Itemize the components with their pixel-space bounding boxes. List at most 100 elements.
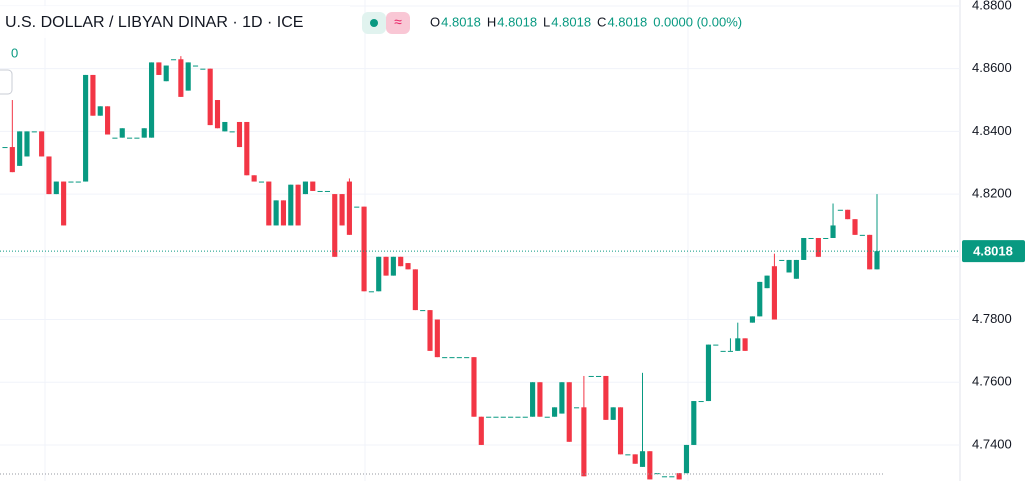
candle-body: [720, 350, 726, 352]
candle-body: [361, 206, 367, 292]
candle-body: [713, 344, 719, 346]
candle-body: [830, 225, 836, 238]
candle-body: [434, 319, 440, 358]
candle-body: [559, 382, 565, 414]
candle-body: [346, 181, 352, 235]
candle-body: [691, 401, 697, 445]
y-tick-label: 4.7800: [972, 311, 1012, 326]
candle-body: [698, 401, 704, 403]
candle-body: [200, 68, 206, 70]
candle-body: [251, 175, 257, 182]
candle-body: [46, 156, 52, 195]
candle-body: [332, 194, 338, 257]
legend-value: 4.8018: [441, 14, 481, 29]
candle-body: [83, 74, 89, 182]
candle-body: [735, 338, 741, 351]
candle-body: [105, 106, 111, 135]
candle-body: [324, 190, 330, 192]
y-tick-label: 4.8800: [972, 0, 1012, 12]
plot: [0, 56, 960, 480]
candle-body: [31, 131, 37, 133]
candle-body: [383, 256, 389, 276]
candle-body: [53, 181, 59, 195]
header: U.S. DOLLAR / LIBYAN DINAR · 1D · ICE ≈ …: [0, 6, 410, 60]
candle-body: [214, 100, 221, 129]
candle-body: [617, 407, 624, 455]
last-price-tag: [962, 240, 1025, 263]
candle-body: [749, 316, 755, 323]
candle-body: [478, 416, 484, 445]
candle-body: [471, 357, 477, 417]
candle-body: [786, 259, 792, 273]
header-backdrop: [0, 6, 350, 38]
candle-body: [112, 137, 118, 139]
candle-body: [412, 269, 418, 311]
candle-body: [302, 181, 309, 195]
candle-body: [874, 251, 880, 270]
candle-body: [449, 357, 455, 359]
candle-body: [801, 237, 807, 260]
candle-body: [815, 237, 821, 257]
legend-change: 0.0000 (0.00%): [653, 14, 742, 29]
candle-body: [141, 128, 147, 138]
data-pill[interactable]: [386, 12, 410, 34]
price-axis: 4.88004.86004.84004.82004.80004.78004.76…: [962, 0, 1025, 451]
ohlc-legend: O 4.8018 H 4.8018 L 4.8018 C 4.8018 0.0000 (0.00…: [430, 14, 742, 29]
candle-body: [39, 131, 45, 157]
candle-body: [486, 416, 492, 418]
candle-body: [639, 451, 646, 467]
legend-key: L: [543, 14, 550, 29]
candle-body: [603, 375, 609, 420]
candle-body: [273, 200, 279, 226]
candle-body: [493, 416, 499, 418]
candle-body: [566, 382, 572, 442]
legend-key: C: [597, 14, 606, 29]
candle-body: [647, 451, 653, 480]
candle-body: [156, 62, 162, 75]
indicator-value: 0: [11, 45, 18, 60]
candle-body: [266, 181, 272, 226]
y-tick-label: 4.7600: [972, 374, 1012, 389]
candle-body: [398, 256, 404, 267]
candle-body: [280, 200, 287, 226]
y-tick-label: 4.8200: [972, 186, 1012, 201]
candle-body: [588, 375, 594, 377]
candle-body: [192, 65, 199, 67]
legend-value: 4.8018: [607, 14, 647, 29]
candle-body: [339, 194, 345, 226]
candle-body: [2, 147, 8, 149]
candle-body: [236, 121, 243, 148]
legend-key: H: [487, 14, 496, 29]
candle-body: [793, 259, 799, 279]
candle-body: [771, 266, 777, 320]
candle-body: [530, 382, 536, 417]
candle-body: [669, 476, 675, 478]
candle-body: [859, 234, 865, 236]
candle-body: [61, 181, 67, 226]
collapse-button[interactable]: [0, 69, 13, 95]
delayed-icon: ≈: [394, 14, 402, 30]
candle-body: [464, 357, 470, 359]
candle-body: [368, 291, 374, 293]
candle-body: [727, 350, 734, 352]
candle-body: [456, 357, 462, 359]
candle-body: [376, 256, 382, 292]
candle-body: [625, 454, 631, 456]
candle-body: [170, 59, 177, 61]
candle-body: [127, 137, 133, 139]
candle-body: [244, 121, 250, 176]
market-status-dot: [370, 19, 378, 27]
candle-body: [97, 106, 103, 116]
candle-body: [852, 219, 858, 235]
candle-body: [676, 473, 682, 480]
candle-body: [288, 184, 294, 226]
candle-body: [757, 281, 763, 317]
candle-body: [258, 181, 265, 183]
candle-body: [148, 62, 155, 138]
candle-body: [178, 59, 184, 97]
candle-body: [581, 407, 587, 477]
candle-body: [185, 62, 191, 91]
candle-body: [420, 310, 426, 312]
candle-body: [764, 275, 770, 289]
